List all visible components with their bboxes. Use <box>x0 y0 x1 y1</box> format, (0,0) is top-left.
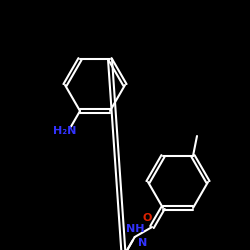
Text: NH: NH <box>126 224 144 234</box>
Text: O: O <box>142 213 152 223</box>
Text: N: N <box>138 238 147 248</box>
Text: H₂N: H₂N <box>53 126 77 136</box>
